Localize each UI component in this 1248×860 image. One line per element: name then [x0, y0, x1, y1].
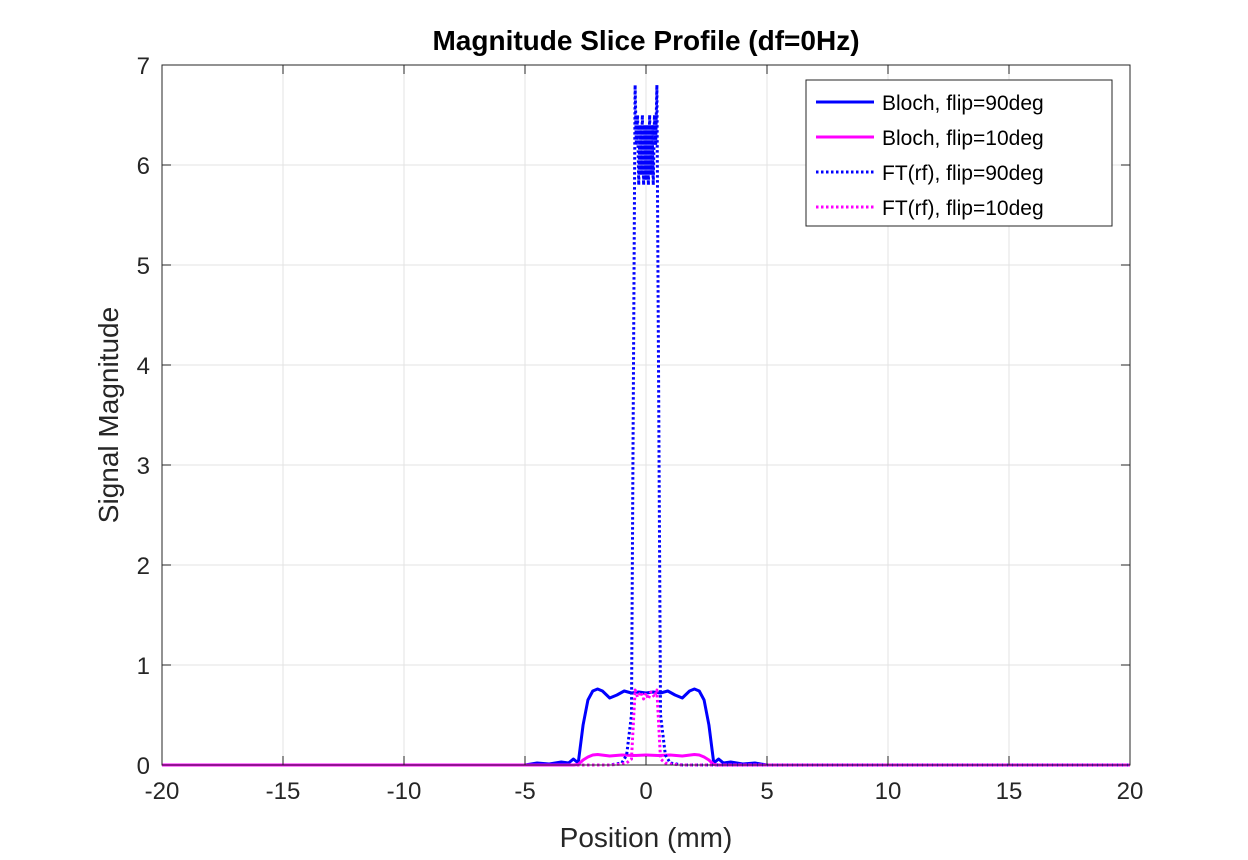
y-tick-label: 2 [137, 553, 150, 580]
x-tick-label: -5 [514, 778, 535, 805]
legend: Bloch, flip=90deg Bloch, flip=10deg FT(r… [805, 79, 1113, 227]
x-axis-label: Position (mm) [560, 822, 733, 853]
y-tick-label: 0 [137, 753, 150, 780]
y-tick-label: 7 [137, 53, 150, 80]
series-bloch-90-line [162, 687, 1130, 767]
x-tick-label: 10 [875, 778, 902, 805]
y-tick-label: 6 [137, 153, 150, 180]
tick-marks [161, 64, 1131, 766]
legend-entry-bloch-10: Bloch, flip=10deg [882, 127, 1044, 150]
legend-entry-ft-90: FT(rf), flip=90deg [882, 162, 1044, 185]
series-layer [162, 83, 1130, 767]
x-tick-label: 0 [639, 778, 652, 805]
x-tick-label: 15 [996, 778, 1023, 805]
x-tick-labels: -20 -15 -10 -5 0 5 10 15 20 [145, 778, 1144, 805]
y-tick-labels: 0 1 2 3 4 5 6 7 [137, 53, 150, 780]
x-tick-label: -15 [266, 778, 301, 805]
series-bloch-10-line [162, 753, 1130, 767]
legend-box [805, 79, 1113, 227]
x-tick-label: 5 [760, 778, 773, 805]
legend-entry-ft-10: FT(rf), flip=10deg [882, 197, 1044, 220]
y-tick-label: 1 [137, 653, 150, 680]
legend-entry-bloch-90: Bloch, flip=90deg [882, 92, 1044, 115]
series-ft-10-line [162, 688, 1130, 767]
x-tick-label: 20 [1117, 778, 1144, 805]
y-tick-label: 4 [137, 353, 150, 380]
x-tick-label: -20 [145, 778, 180, 805]
chart-title: Magnitude Slice Profile (df=0Hz) [432, 25, 859, 56]
x-tick-label: -10 [387, 778, 422, 805]
y-tick-label: 3 [137, 453, 150, 480]
y-axis-label: Signal Magnitude [93, 307, 124, 523]
y-tick-label: 5 [137, 253, 150, 280]
